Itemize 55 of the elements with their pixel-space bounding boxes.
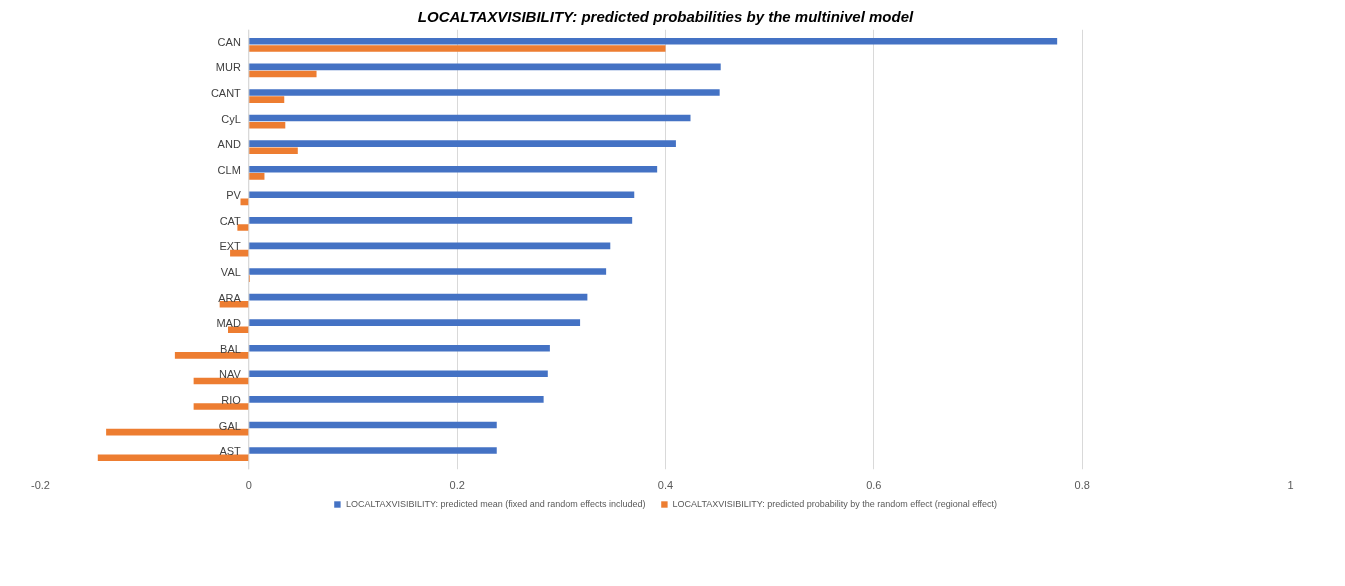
x-tick-label: 0.8 <box>1074 478 1090 491</box>
y-tick-label: ARA <box>218 291 242 304</box>
bar <box>248 191 635 199</box>
bar <box>237 224 249 231</box>
legend-label: LOCALTAXVISIBILITY: predicted mean (fixed and random effects included) <box>345 499 646 509</box>
bar <box>248 63 721 71</box>
y-tick-label: CyL <box>221 112 241 125</box>
y-tick-label: EXT <box>219 240 242 253</box>
bar <box>248 293 588 301</box>
bar <box>248 396 544 403</box>
x-tick-label: -0.2 <box>31 478 50 491</box>
bar <box>248 421 497 429</box>
bar <box>248 344 550 352</box>
x-tick-label: 1 <box>1287 478 1294 491</box>
bar <box>248 37 1058 45</box>
bar <box>248 173 265 180</box>
x-tick-label: 0.4 <box>657 478 674 491</box>
bar <box>248 447 497 454</box>
y-tick-label: RIO <box>221 393 242 406</box>
y-tick-label: BAL <box>220 342 241 355</box>
bar <box>248 268 607 275</box>
y-tick-label: GAL <box>218 419 241 432</box>
x-tick-label: 0 <box>245 478 252 491</box>
bar <box>248 217 633 224</box>
bar <box>219 300 249 308</box>
y-tick-label: AST <box>219 445 242 458</box>
y-tick-label: CANT <box>210 86 242 99</box>
bar <box>97 454 249 462</box>
bar <box>248 89 720 96</box>
y-tick-label: MAD <box>216 317 241 330</box>
legend-label: LOCALTAXVISIBILITY: predicted probability by the random effect (regional effect) <box>672 499 998 509</box>
x-tick-label: 0.2 <box>449 478 465 491</box>
bar <box>248 114 691 122</box>
bar <box>248 370 548 378</box>
y-tick-label: MUR <box>215 61 241 74</box>
chart-title: LOCALTAXVISIBILITY: predicted probabilities by the multinivel model <box>417 7 914 25</box>
y-tick-label: NAV <box>219 368 242 381</box>
bar <box>248 319 581 326</box>
y-tick-label: PV <box>226 189 242 202</box>
bar <box>248 70 317 78</box>
y-tick-label: CLM <box>217 163 241 176</box>
bar <box>193 403 249 410</box>
x-tick-label: 0.6 <box>866 478 882 491</box>
y-tick-label: CAT <box>219 214 242 227</box>
bar <box>248 121 286 129</box>
y-tick-label: VAL <box>220 266 241 279</box>
bar <box>248 45 666 52</box>
bar <box>248 96 285 103</box>
bar <box>248 242 611 250</box>
bar <box>174 352 249 359</box>
bar <box>248 165 658 173</box>
bar <box>248 147 298 155</box>
bar <box>248 140 676 147</box>
y-tick-label: CAN <box>217 35 241 48</box>
y-tick-label: AND <box>217 138 241 151</box>
